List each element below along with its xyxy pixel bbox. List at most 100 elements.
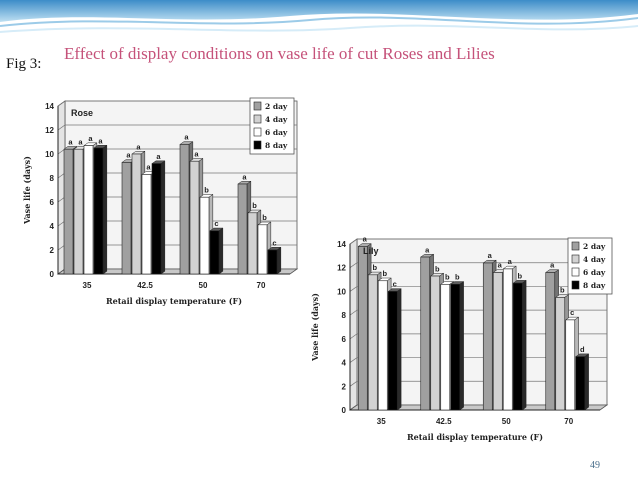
slide-number: 49 xyxy=(590,460,600,471)
legend: 2 day 4 day 6 day 8 day xyxy=(249,97,295,155)
legend-label: 6 day xyxy=(265,128,288,137)
plot-side-wall xyxy=(349,238,358,411)
data-label: a xyxy=(194,149,199,158)
bar xyxy=(73,148,84,275)
legend-swatch xyxy=(253,140,262,150)
bar xyxy=(209,230,220,275)
rose-chart-panel: 0 2 4 6 8 10 12 14 a a a a 35 a a a a 42.5 a a b c 50 a b b c 70 Ros… xyxy=(0,86,310,318)
legend-label: 6 day xyxy=(583,268,606,277)
data-label: a xyxy=(136,142,141,151)
legend-swatch xyxy=(253,127,262,137)
data-label: b xyxy=(382,269,387,278)
legend-swatch xyxy=(253,101,262,111)
bar xyxy=(257,224,268,275)
y-tick-label: 14 xyxy=(337,240,346,249)
y-tick-label: 8 xyxy=(342,311,347,320)
y-tick-label: 2 xyxy=(342,382,347,391)
data-label: b xyxy=(560,286,565,295)
bar xyxy=(430,275,441,411)
y-tick-label: 0 xyxy=(50,270,55,279)
legend-swatch xyxy=(571,241,580,251)
data-label: a xyxy=(488,251,493,260)
data-label: a xyxy=(498,261,503,270)
bar xyxy=(141,174,152,275)
header-wave-band xyxy=(0,0,638,40)
data-label: b xyxy=(445,273,450,282)
x-tick-label: 50 xyxy=(199,281,208,290)
data-label: a xyxy=(508,257,513,266)
x-tick-label: 70 xyxy=(257,281,266,290)
bar xyxy=(420,256,431,411)
bar xyxy=(189,160,200,275)
y-tick-label: 12 xyxy=(45,126,54,135)
y-tick-label: 14 xyxy=(45,102,54,111)
data-label: a xyxy=(156,152,161,161)
bar xyxy=(367,274,378,411)
data-label: a xyxy=(146,163,151,172)
bar xyxy=(199,196,210,275)
x-tick-label: 50 xyxy=(502,417,511,426)
bar xyxy=(555,297,566,411)
y-tick-label: 8 xyxy=(50,174,55,183)
bar xyxy=(482,262,493,411)
bar xyxy=(267,249,278,275)
bar xyxy=(121,162,132,275)
data-label: b xyxy=(517,271,522,280)
legend-swatch xyxy=(571,267,580,277)
bar xyxy=(237,183,248,275)
figure-label: Fig 3: xyxy=(6,56,42,72)
bar xyxy=(131,153,142,275)
data-label: a xyxy=(88,134,93,143)
gridline xyxy=(349,238,607,245)
data-label: a xyxy=(98,136,103,145)
y-axis-label: Vase life (days) xyxy=(310,293,320,362)
legend-label: 8 day xyxy=(265,141,288,150)
y-tick-label: 6 xyxy=(342,335,347,344)
legend-label: 4 day xyxy=(265,115,288,124)
data-label: b xyxy=(455,273,460,282)
data-label: a xyxy=(126,151,131,160)
legend-label: 2 day xyxy=(583,242,606,251)
bar xyxy=(179,144,190,275)
bar xyxy=(151,163,162,275)
bar xyxy=(83,145,94,275)
bar xyxy=(575,356,586,411)
bar xyxy=(450,284,461,411)
bar-side-face xyxy=(522,279,527,411)
x-axis-label: Retail display temperature (F) xyxy=(407,432,543,442)
bar xyxy=(247,212,258,275)
gridline xyxy=(349,262,607,268)
legend-label: 2 day xyxy=(265,102,288,111)
data-label: a xyxy=(550,261,555,270)
data-label: a xyxy=(242,172,247,181)
legend-swatch xyxy=(571,280,580,290)
x-tick-label: 35 xyxy=(83,281,92,290)
gridline xyxy=(57,124,297,131)
y-tick-label: 4 xyxy=(50,222,55,231)
bar-side-face xyxy=(276,246,282,275)
data-label: b xyxy=(262,213,267,222)
bar xyxy=(565,319,576,411)
bar-side-face xyxy=(584,353,589,411)
y-tick-label: 4 xyxy=(342,359,347,368)
y-tick-label: 0 xyxy=(342,406,347,415)
bar xyxy=(377,280,388,411)
bar xyxy=(63,148,74,275)
lily-chart-panel: 0 2 4 6 8 10 12 14 a b b c 35 a b b b 42.5 a a a b 50 a b c d 70 Lil… xyxy=(300,222,622,458)
bar xyxy=(545,272,556,411)
data-label: c xyxy=(272,238,276,247)
x-tick-label: 42.5 xyxy=(137,281,153,290)
bar-side-face xyxy=(102,144,108,275)
legend: 2 day 4 day 6 day 8 day xyxy=(567,237,613,295)
data-label: c xyxy=(570,308,574,317)
data-label: c xyxy=(214,219,218,228)
chart-title: Rose xyxy=(71,108,93,118)
bar xyxy=(93,147,104,275)
y-tick-label: 2 xyxy=(50,246,55,255)
x-tick-label: 35 xyxy=(377,417,386,426)
bar xyxy=(492,272,503,411)
data-label: a xyxy=(425,245,430,254)
